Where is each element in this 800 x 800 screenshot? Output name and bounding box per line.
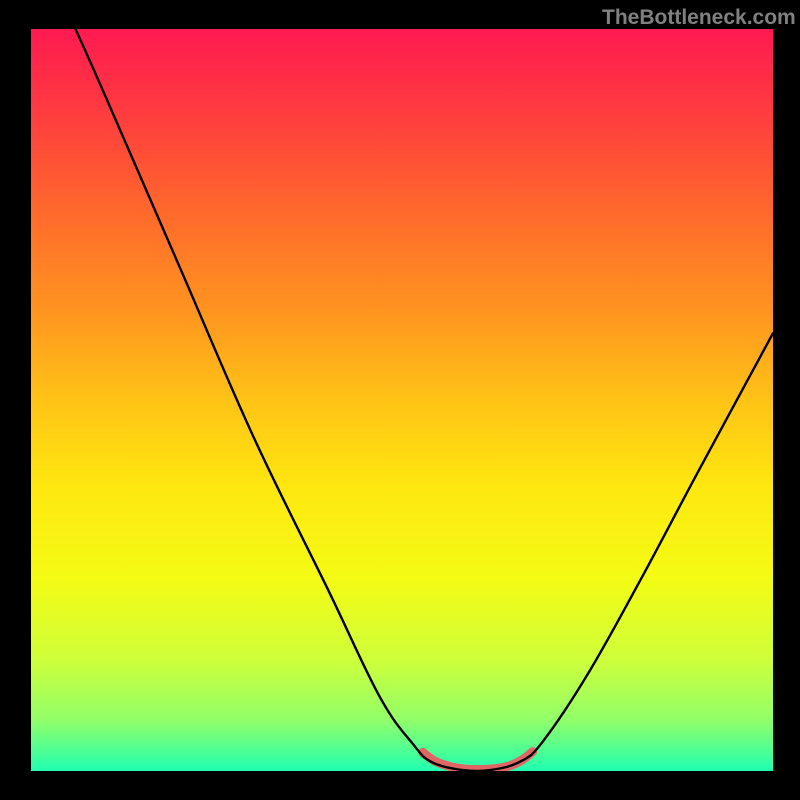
watermark-text: TheBottleneck.com [602, 6, 796, 30]
chart-container: TheBottleneck.com [0, 0, 800, 800]
plot-area [31, 29, 773, 771]
